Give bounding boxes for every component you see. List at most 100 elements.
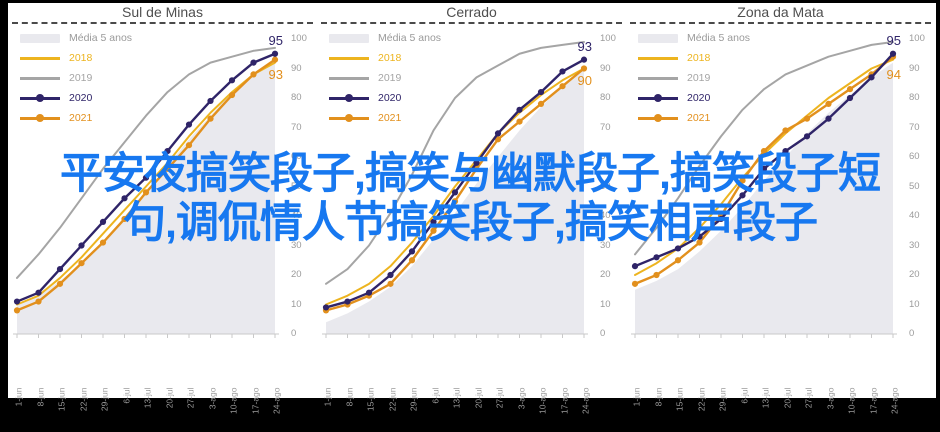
legend-swatch-icon — [20, 76, 60, 80]
legend-swatch-icon — [638, 94, 678, 102]
data-point-2020 — [846, 94, 854, 102]
final-value-2021: 94 — [886, 66, 901, 82]
legend-marker-dot-icon — [654, 114, 662, 122]
legend-item-m-dia-5-anos: Média 5 anos — [329, 32, 441, 44]
legend-swatch-icon — [329, 56, 369, 60]
data-point-2021 — [782, 127, 789, 134]
y-tick-label: 20 — [291, 269, 302, 280]
y-axis-labels: 100 90 80 70 60 50 40 30 20 10 0 — [285, 24, 313, 340]
chart-canvas: Sul de Minas 100 90 80 70 60 50 40 30 20 10 0 Médi… — [8, 3, 936, 414]
legend-swatch-icon — [638, 33, 678, 43]
y-tick-label: 90 — [909, 62, 920, 74]
data-point-2020 — [494, 130, 502, 137]
legend-swatch-icon — [20, 56, 60, 60]
chart-panel-zona-da-mata: Zona da Mata 100 90 80 70 60 50 40 30 20 10 0 Médi… — [626, 3, 935, 432]
chart-panel-sul-de-minas: Sul de Minas 100 90 80 70 60 50 40 30 20 10 0 Médi… — [8, 3, 317, 432]
legend-label: 2020 — [378, 92, 402, 104]
data-point-2021 — [430, 227, 437, 234]
legend-swatch-icon — [329, 33, 369, 43]
legend-marker-dot-icon — [36, 114, 44, 122]
data-point-2020 — [559, 68, 566, 75]
legend-item-2019: 2019 — [329, 72, 441, 84]
charts-row: Sul de Minas 100 90 80 70 60 50 40 30 20 10 0 Médi… — [8, 3, 936, 432]
data-point-2021 — [846, 86, 854, 93]
data-point-2020 — [408, 248, 416, 255]
y-tick-label: 90 — [600, 62, 611, 74]
data-point-2020 — [430, 218, 437, 225]
final-value-2021: 90 — [577, 72, 592, 88]
legend-label: Média 5 anos — [69, 32, 133, 44]
data-point-2021 — [696, 239, 703, 246]
legend-swatch-icon — [638, 56, 678, 60]
data-point-2021 — [739, 177, 746, 184]
data-point-2021 — [494, 136, 502, 143]
data-point-2020 — [56, 266, 64, 273]
data-point-2020 — [142, 174, 150, 181]
data-point-2020 — [387, 271, 394, 279]
plot-area: 100 90 80 70 60 50 40 30 20 10 0 Média 5 anos 2018 2… — [626, 24, 935, 386]
chart-title: Sul de Minas — [122, 4, 203, 20]
data-point-2020 — [99, 218, 107, 225]
y-tick-label: 60 — [600, 151, 611, 162]
legend-label: 2021 — [69, 112, 93, 124]
data-point-2021 — [473, 165, 480, 172]
legend-marker-dot-icon — [345, 94, 353, 102]
plot-area: 100 90 80 70 60 50 40 30 20 10 0 Média 5 anos 2018 2… — [317, 24, 626, 386]
data-point-2021 — [408, 257, 416, 264]
data-point-2021 — [185, 142, 193, 149]
data-point-2020 — [653, 254, 660, 261]
title-separator — [630, 22, 931, 24]
data-point-2021 — [631, 280, 639, 287]
line-chart — [322, 40, 588, 338]
y-tick-label: 100 — [600, 33, 616, 44]
y-tick-label: 30 — [909, 239, 920, 251]
data-point-2020 — [537, 89, 545, 96]
data-point-2020 — [365, 289, 373, 296]
series-line-2019 — [634, 40, 894, 256]
data-point-2020 — [739, 192, 746, 199]
chart-title: Cerrado — [446, 4, 497, 20]
legend-marker-dot-icon — [36, 94, 44, 102]
legend-swatch-icon — [20, 114, 60, 122]
legend-label: 2019 — [687, 72, 711, 84]
y-tick-label: 70 — [291, 121, 302, 133]
data-point-2021 — [250, 71, 257, 78]
legend-label: 2021 — [378, 112, 402, 124]
data-point-2021 — [207, 115, 214, 122]
data-point-2021 — [674, 257, 682, 264]
y-tick-label: 80 — [909, 92, 920, 103]
data-point-2021 — [56, 280, 64, 287]
legend-label: 2019 — [378, 72, 402, 84]
y-tick-label: 70 — [600, 121, 611, 133]
legend-item-2018: 2018 — [329, 52, 441, 64]
legend-label: Média 5 anos — [687, 32, 751, 44]
data-point-2020 — [516, 106, 523, 113]
data-point-2020 — [889, 50, 897, 57]
data-point-2020 — [121, 195, 128, 202]
legend-label: 2018 — [69, 52, 93, 64]
series-area-media-5-anos — [326, 68, 584, 334]
legend-swatch-icon — [329, 76, 369, 80]
legend-marker-dot-icon — [654, 94, 662, 102]
legend-item-2020: 2020 — [638, 92, 750, 104]
chart-legend: Média 5 anos 2018 2019 2020 2021 — [638, 32, 750, 132]
data-point-2021 — [516, 118, 523, 125]
y-tick-label: 100 — [909, 33, 925, 44]
y-tick-label: 40 — [909, 210, 920, 221]
data-point-2020 — [760, 165, 768, 172]
legend-marker-dot-icon — [345, 114, 353, 122]
data-point-2021 — [653, 271, 660, 279]
final-value-2020: 93 — [577, 38, 592, 54]
data-point-2021 — [559, 83, 566, 90]
y-tick-label: 70 — [909, 121, 920, 133]
plot-area: 100 90 80 70 60 50 40 30 20 10 0 Média 5 anos 2018 2… — [8, 24, 317, 386]
data-point-2021 — [825, 100, 832, 107]
series-line-2019 — [325, 40, 585, 285]
y-axis-labels: 100 90 80 70 60 50 40 30 20 10 0 — [594, 24, 622, 340]
data-point-2020 — [674, 245, 682, 252]
data-point-2020 — [782, 148, 789, 155]
legend-swatch-icon — [20, 33, 60, 43]
legend-item-2020: 2020 — [20, 92, 132, 104]
legend-label: 2020 — [687, 92, 711, 104]
y-tick-label: 20 — [600, 269, 611, 280]
